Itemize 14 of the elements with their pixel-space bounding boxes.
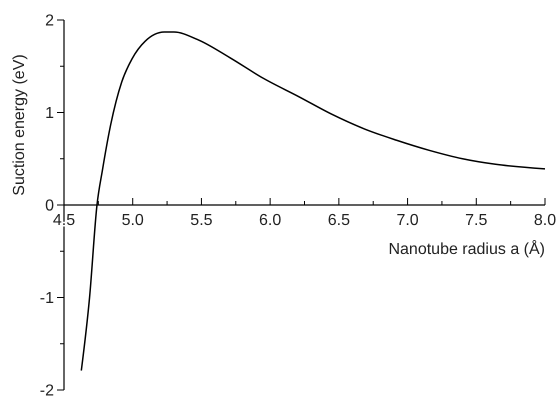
text: 5.0 xyxy=(122,212,144,229)
text: 7.0 xyxy=(396,212,419,229)
y-tick-label: 2 xyxy=(45,12,54,30)
y-tick-label: -1 xyxy=(40,290,54,308)
x-tick-label: 5.5 xyxy=(190,212,213,229)
x-axis-title: Nanotube radius a (Å) xyxy=(388,240,545,258)
y-tick-label: 0 xyxy=(45,198,54,215)
y-tick-label: -2 xyxy=(40,382,54,400)
y-tick-label: 1 xyxy=(45,105,54,122)
x-tick-label: 7.5 xyxy=(465,212,488,229)
text: 8.0 xyxy=(534,212,556,229)
y-axis-title: Suction energy (eV) xyxy=(11,54,28,196)
text: 6.0 xyxy=(259,212,282,229)
x-tick-label: 6.5 xyxy=(328,212,350,229)
